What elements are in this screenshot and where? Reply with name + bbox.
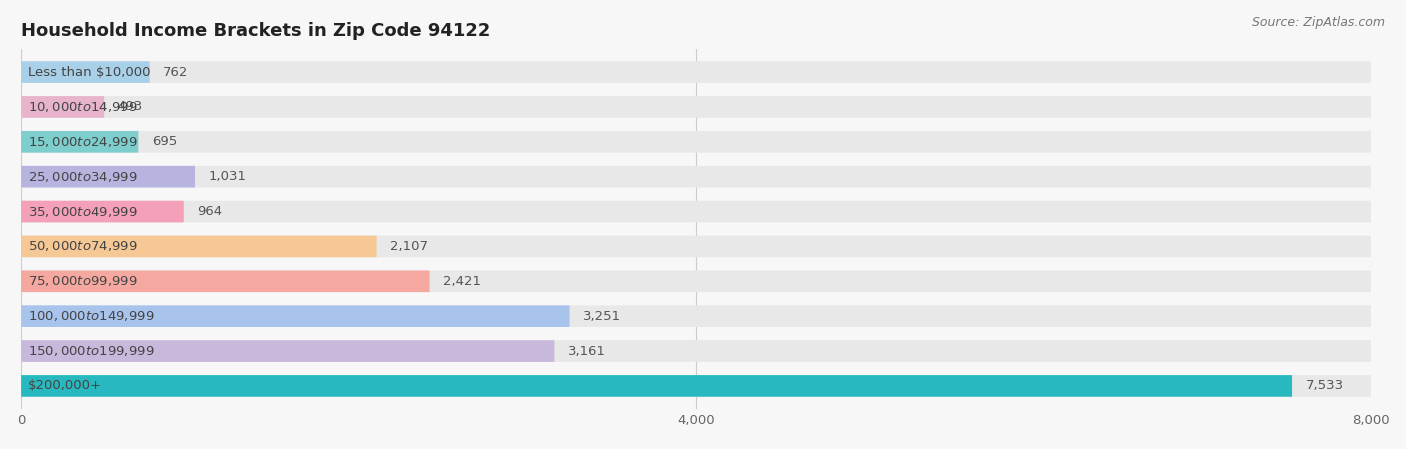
FancyBboxPatch shape [21, 270, 430, 292]
Text: 762: 762 [163, 66, 188, 79]
FancyBboxPatch shape [21, 96, 1371, 118]
FancyBboxPatch shape [21, 340, 1371, 362]
Text: $200,000+: $200,000+ [28, 379, 101, 392]
Text: 7,533: 7,533 [1306, 379, 1344, 392]
Text: 493: 493 [118, 101, 143, 114]
Text: 1,031: 1,031 [208, 170, 246, 183]
FancyBboxPatch shape [21, 131, 1371, 153]
FancyBboxPatch shape [21, 236, 377, 257]
Text: Household Income Brackets in Zip Code 94122: Household Income Brackets in Zip Code 94… [21, 22, 491, 40]
FancyBboxPatch shape [21, 96, 104, 118]
Text: $25,000 to $34,999: $25,000 to $34,999 [28, 170, 138, 184]
Text: $150,000 to $199,999: $150,000 to $199,999 [28, 344, 155, 358]
FancyBboxPatch shape [21, 236, 1371, 257]
FancyBboxPatch shape [21, 375, 1292, 397]
Text: $50,000 to $74,999: $50,000 to $74,999 [28, 239, 138, 253]
FancyBboxPatch shape [21, 166, 195, 188]
FancyBboxPatch shape [21, 61, 1371, 83]
FancyBboxPatch shape [21, 270, 1371, 292]
FancyBboxPatch shape [21, 305, 1371, 327]
FancyBboxPatch shape [21, 201, 184, 222]
Text: $10,000 to $14,999: $10,000 to $14,999 [28, 100, 138, 114]
FancyBboxPatch shape [21, 340, 554, 362]
FancyBboxPatch shape [21, 305, 569, 327]
Text: $100,000 to $149,999: $100,000 to $149,999 [28, 309, 155, 323]
Text: 964: 964 [197, 205, 222, 218]
FancyBboxPatch shape [21, 131, 138, 153]
FancyBboxPatch shape [21, 375, 1371, 397]
Text: 695: 695 [152, 135, 177, 148]
Text: Source: ZipAtlas.com: Source: ZipAtlas.com [1251, 16, 1385, 29]
Text: $35,000 to $49,999: $35,000 to $49,999 [28, 205, 138, 219]
Text: 2,107: 2,107 [389, 240, 427, 253]
Text: 2,421: 2,421 [443, 275, 481, 288]
FancyBboxPatch shape [21, 166, 1371, 188]
Text: $15,000 to $24,999: $15,000 to $24,999 [28, 135, 138, 149]
Text: 3,251: 3,251 [583, 310, 621, 323]
Text: $75,000 to $99,999: $75,000 to $99,999 [28, 274, 138, 288]
FancyBboxPatch shape [21, 201, 1371, 222]
Text: 3,161: 3,161 [568, 344, 606, 357]
FancyBboxPatch shape [21, 61, 149, 83]
Text: Less than $10,000: Less than $10,000 [28, 66, 150, 79]
